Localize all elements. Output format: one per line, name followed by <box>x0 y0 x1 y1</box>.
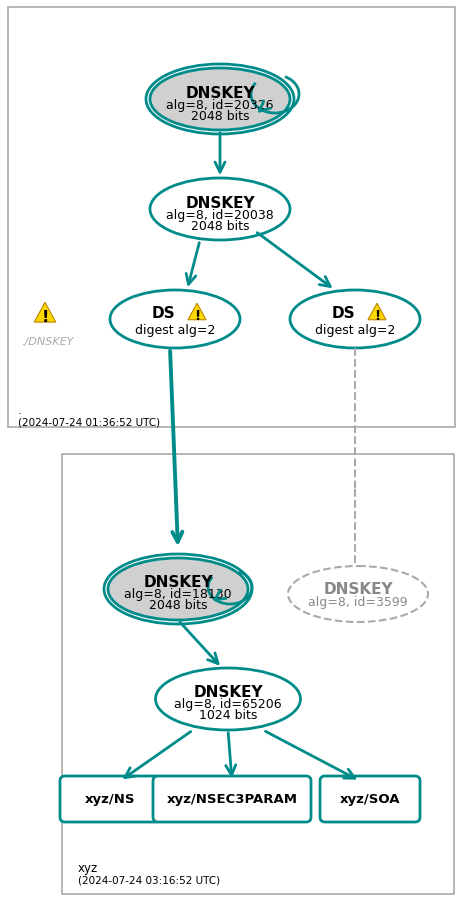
Text: ./DNSKEY: ./DNSKEY <box>22 336 74 346</box>
Text: (2024-07-24 01:36:52 UTC): (2024-07-24 01:36:52 UTC) <box>18 417 160 427</box>
Text: DNSKEY: DNSKEY <box>143 575 213 590</box>
FancyBboxPatch shape <box>62 455 454 894</box>
Text: 2048 bits: 2048 bits <box>191 109 249 122</box>
Text: DS: DS <box>151 306 175 321</box>
Ellipse shape <box>290 290 420 348</box>
Text: DS: DS <box>331 306 355 321</box>
Ellipse shape <box>156 668 300 731</box>
Ellipse shape <box>150 179 290 241</box>
Text: DNSKEY: DNSKEY <box>185 195 255 210</box>
Polygon shape <box>368 304 386 321</box>
Text: alg=8, id=20038: alg=8, id=20038 <box>166 209 274 221</box>
Polygon shape <box>34 303 56 323</box>
Text: xyz: xyz <box>78 861 98 874</box>
Ellipse shape <box>150 69 290 130</box>
Text: !: ! <box>194 309 200 323</box>
Text: DNSKEY: DNSKEY <box>185 85 255 100</box>
Text: (2024-07-24 03:16:52 UTC): (2024-07-24 03:16:52 UTC) <box>78 875 220 885</box>
Text: digest alg=2: digest alg=2 <box>315 324 395 337</box>
Text: .: . <box>18 405 22 415</box>
FancyBboxPatch shape <box>320 777 420 823</box>
Text: digest alg=2: digest alg=2 <box>135 324 215 337</box>
Text: alg=8, id=20326: alg=8, id=20326 <box>166 98 274 111</box>
Text: xyz/SOA: xyz/SOA <box>340 792 400 806</box>
Ellipse shape <box>288 566 428 622</box>
Text: xyz/NS: xyz/NS <box>85 792 135 806</box>
Text: 2048 bits: 2048 bits <box>149 599 207 612</box>
Polygon shape <box>188 304 206 321</box>
FancyBboxPatch shape <box>60 777 160 823</box>
FancyBboxPatch shape <box>8 8 455 427</box>
Text: alg=8, id=65206: alg=8, id=65206 <box>174 698 282 710</box>
Text: alg=8, id=3599: alg=8, id=3599 <box>308 596 408 608</box>
Text: DNSKEY: DNSKEY <box>323 582 393 596</box>
Text: 2048 bits: 2048 bits <box>191 220 249 233</box>
Text: DNSKEY: DNSKEY <box>193 685 263 699</box>
FancyBboxPatch shape <box>153 777 311 823</box>
Text: alg=8, id=18130: alg=8, id=18130 <box>124 588 232 601</box>
Text: xyz/NSEC3PARAM: xyz/NSEC3PARAM <box>167 792 298 806</box>
Text: 1024 bits: 1024 bits <box>199 709 257 721</box>
Ellipse shape <box>108 559 248 620</box>
Ellipse shape <box>110 290 240 348</box>
Text: !: ! <box>41 310 49 324</box>
Text: !: ! <box>374 309 380 323</box>
